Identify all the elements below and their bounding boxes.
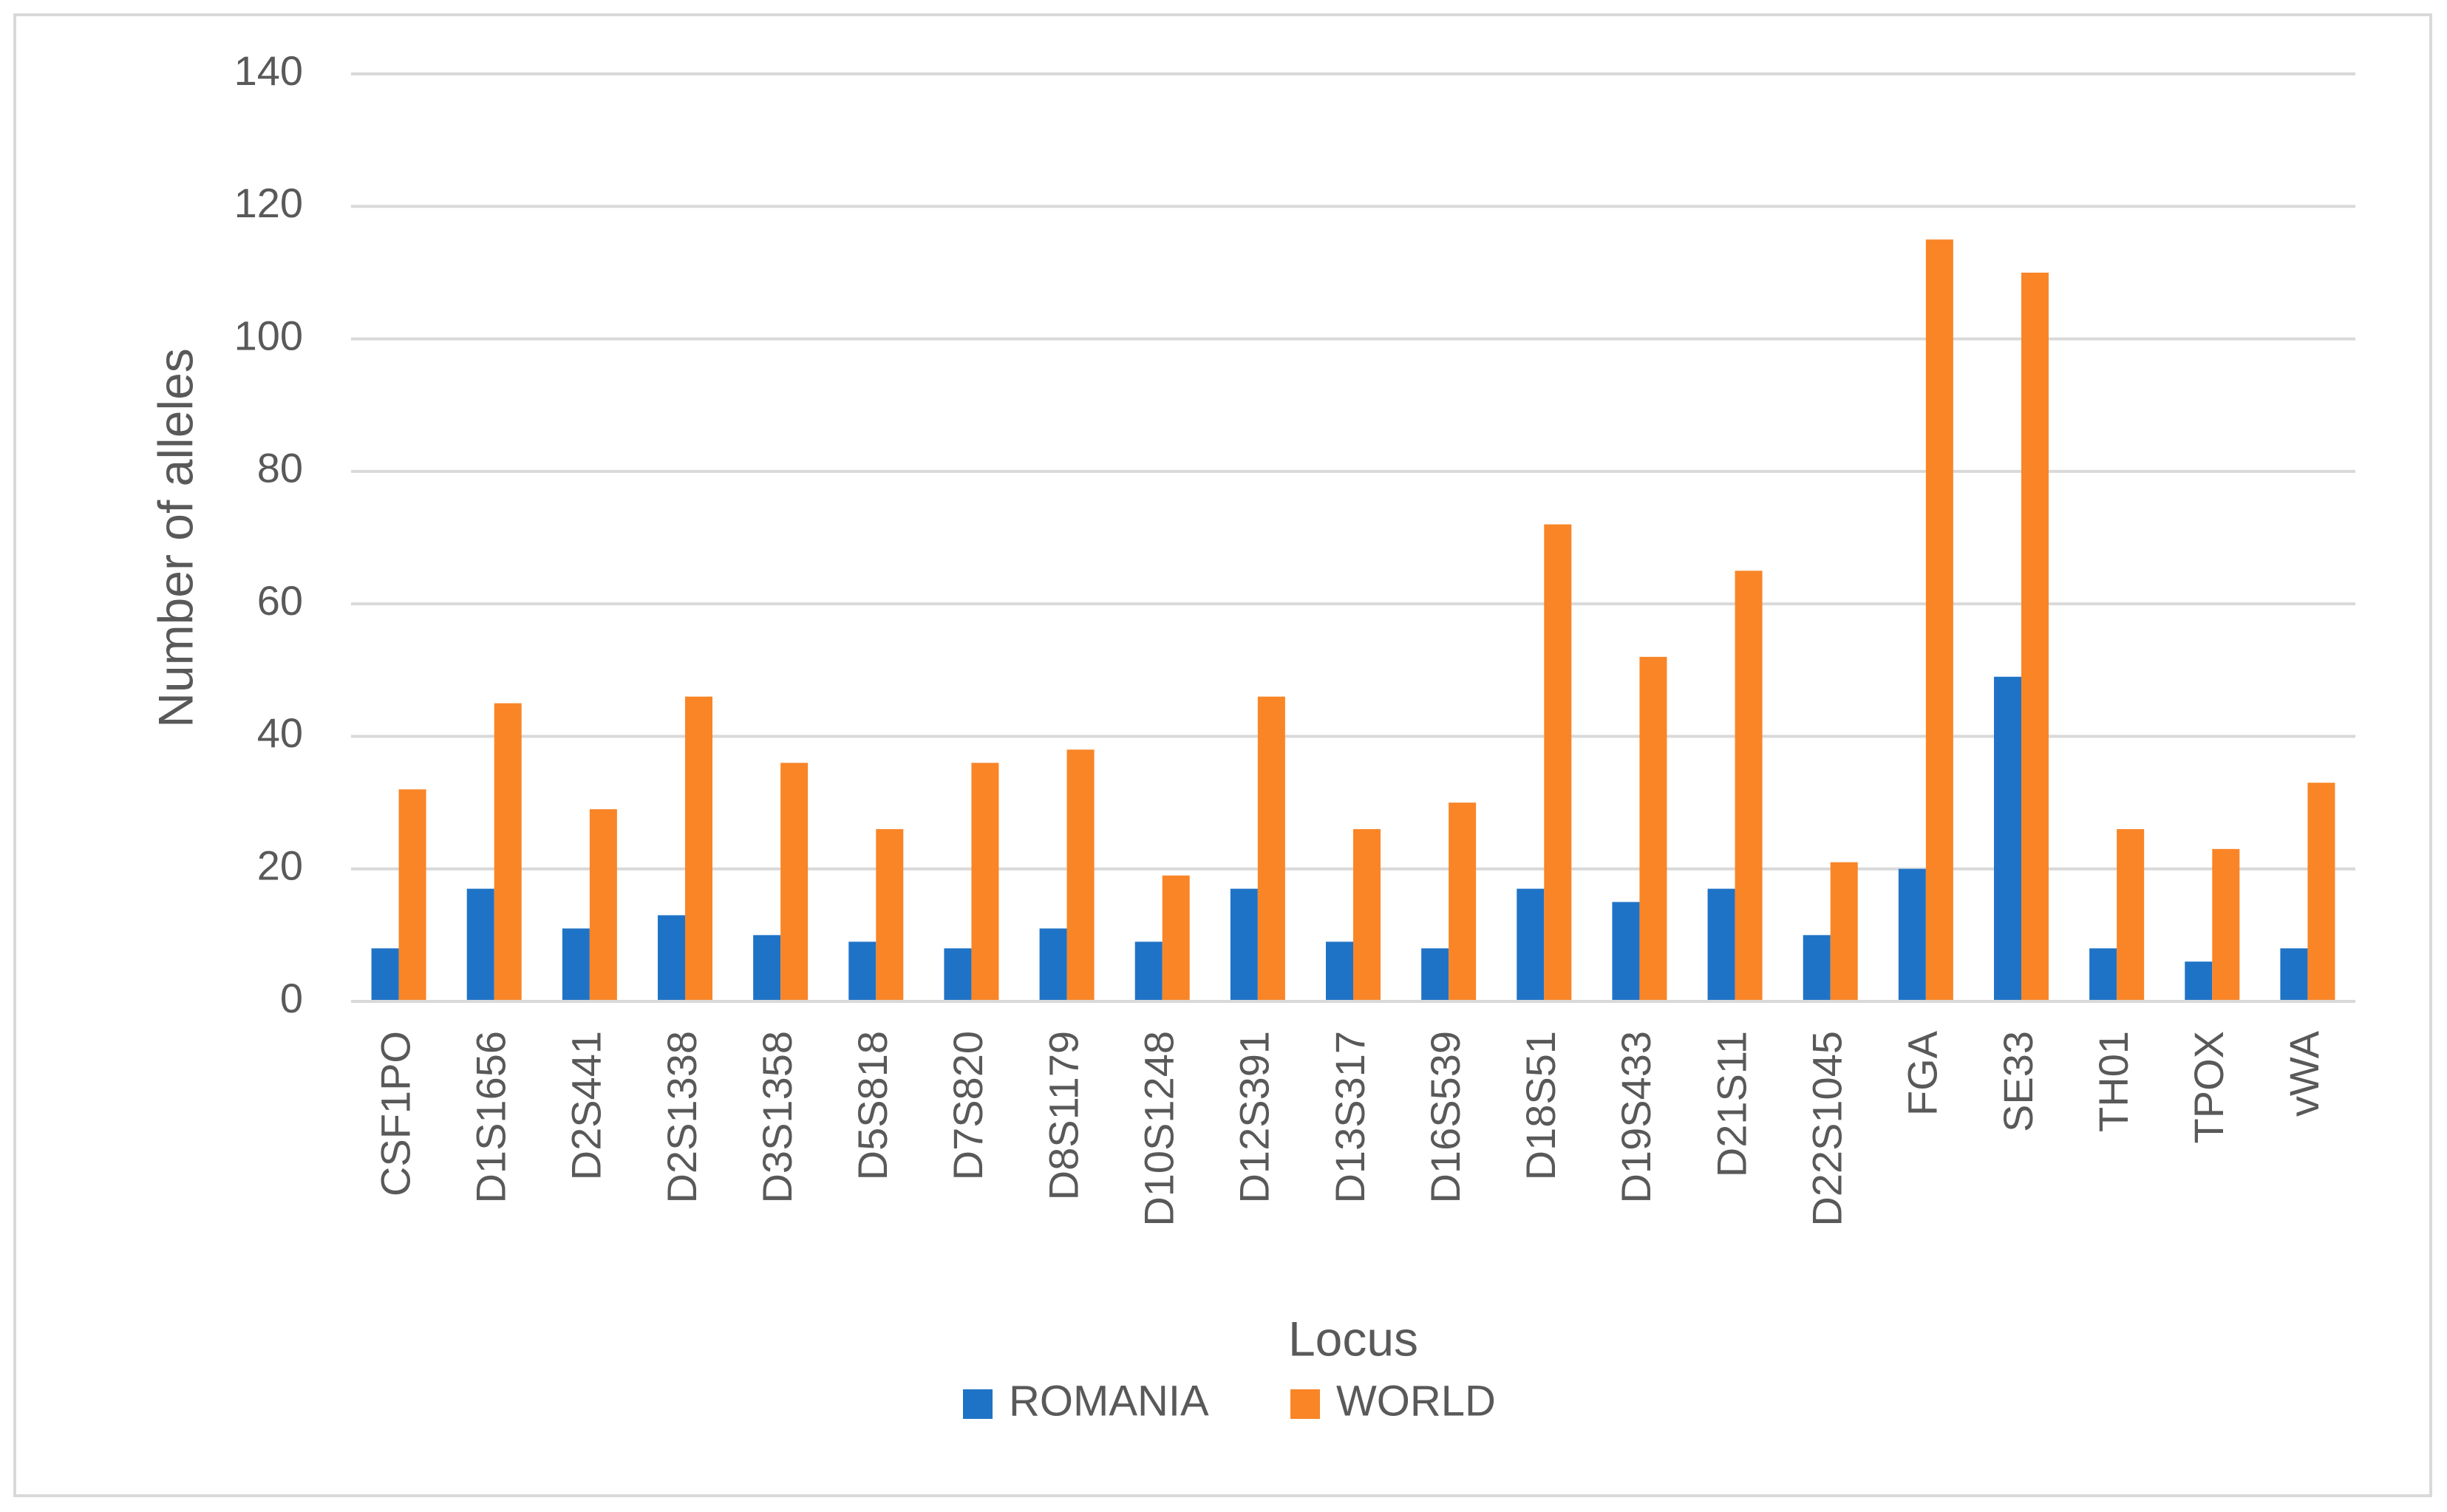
x-tick-label: D1S1656: [468, 1031, 514, 1204]
bar-world-th01: [2117, 828, 2145, 1001]
legend-label-romania: ROMANIA: [1009, 1377, 1209, 1425]
y-tick-label: 20: [257, 842, 303, 889]
x-tick-label: SE33: [1995, 1031, 2041, 1132]
bar-world-d2s1338: [685, 696, 712, 1001]
bar-romania-d7s820: [944, 948, 972, 1001]
x-tick-label: TPOX: [2185, 1031, 2232, 1143]
bar-romania-vwa: [2280, 948, 2308, 1001]
bar-world-csf1po: [398, 789, 426, 1001]
x-tick-label: CSF1PO: [372, 1031, 418, 1196]
x-tick-label: D18S51: [1517, 1031, 1564, 1180]
y-tick-label: 40: [257, 709, 303, 756]
bar-romania-fga: [1898, 868, 1926, 1001]
bar-world-d10s1248: [1162, 875, 1190, 1001]
bar-world-d19s433: [1639, 656, 1667, 1001]
x-tick-label: D10S1248: [1136, 1031, 1182, 1227]
x-tick-label: D3S1358: [754, 1031, 800, 1204]
bar-romania-d19s433: [1612, 902, 1640, 1001]
x-axis-label: Locus: [1288, 1311, 1418, 1366]
x-tick-label: D19S433: [1613, 1031, 1659, 1204]
bar-romania-d16s539: [1421, 948, 1449, 1001]
legend-swatch-world: [1290, 1389, 1320, 1419]
y-axis-ticks: 0 20 40 60 80 100 120 140: [234, 47, 303, 1021]
x-axis-ticks: CSF1PO D1S1656 D2S441 D2S1338 D3S1358 D5S818 D…: [372, 1030, 2327, 1226]
bar-romania-d13s317: [1326, 941, 1353, 1001]
bar-romania-d5s818: [848, 941, 877, 1001]
bar-romania-d8s1179: [1039, 928, 1067, 1001]
bar-romania-d3s1358: [753, 935, 781, 1001]
bar-romania-d2s441: [562, 928, 590, 1001]
x-tick-label: D2S441: [563, 1031, 610, 1180]
bar-world-d12s391: [1257, 696, 1285, 1001]
bar-world-d13s317: [1353, 828, 1381, 1001]
x-tick-label: D22S1045: [1804, 1031, 1851, 1227]
bar-world-d21s11: [1735, 571, 1763, 1001]
bar-world-vwa: [2307, 783, 2335, 1001]
gridlines: [351, 72, 2355, 871]
y-tick-label: 80: [257, 445, 303, 491]
y-tick-label: 0: [280, 975, 303, 1021]
x-tick-label: D5S818: [849, 1031, 896, 1180]
bar-world-tpox: [2212, 848, 2240, 1001]
legend-swatch-romania: [963, 1389, 993, 1419]
y-tick-label: 60: [257, 577, 303, 624]
legend: ROMANIA WORLD: [963, 1377, 1496, 1425]
bar-world-se33: [2021, 272, 2049, 1001]
y-axis-label: Number of alleles: [148, 348, 203, 728]
bar-romania-d22s1045: [1803, 935, 1831, 1001]
bar-world-d8s1179: [1066, 749, 1095, 1001]
bar-world-d16s539: [1449, 803, 1477, 1001]
x-tick-label: D21S11: [1708, 1031, 1755, 1177]
bar-romania-d2s1338: [658, 915, 685, 1001]
x-tick-label: TH01: [2090, 1031, 2137, 1132]
x-tick-label: FGA: [1899, 1030, 1946, 1116]
bar-romania-th01: [2089, 948, 2117, 1001]
bars: [371, 239, 2335, 1001]
legend-label-world: WORLD: [1336, 1377, 1496, 1425]
y-tick-label: 140: [234, 47, 303, 94]
x-tick-label: D2S1338: [658, 1031, 705, 1204]
bar-world-d1s1656: [494, 703, 522, 1001]
bar-romania-d10s1248: [1134, 941, 1163, 1001]
bar-romania-se33: [1994, 676, 2021, 1001]
bar-world-d22s1045: [1830, 862, 1858, 1001]
x-tick-label: D7S820: [945, 1031, 991, 1180]
bar-world-d7s820: [971, 763, 999, 1001]
x-tick-label: D8S1179: [1040, 1031, 1086, 1200]
y-tick-label: 100: [234, 312, 303, 358]
bar-world-d5s818: [876, 828, 904, 1001]
bar-romania-d21s11: [1707, 888, 1735, 1001]
bar-romania-csf1po: [371, 948, 399, 1001]
bar-world-fga: [1925, 239, 1953, 1001]
x-tick-label: vWA: [2281, 1030, 2327, 1117]
bar-romania-d18s51: [1517, 888, 1545, 1001]
x-tick-label: D12S391: [1231, 1031, 1278, 1204]
bar-romania-tpox: [2185, 961, 2213, 1001]
bar-world-d2s441: [589, 809, 617, 1001]
bar-world-d18s51: [1544, 524, 1572, 1001]
bar-romania-d12s391: [1230, 888, 1258, 1001]
y-tick-label: 120: [234, 180, 303, 226]
bar-world-d3s1358: [780, 763, 809, 1001]
x-tick-label: D13S317: [1327, 1031, 1373, 1204]
x-tick-label: D16S539: [1422, 1031, 1468, 1204]
bar-romania-d1s1656: [466, 888, 494, 1001]
